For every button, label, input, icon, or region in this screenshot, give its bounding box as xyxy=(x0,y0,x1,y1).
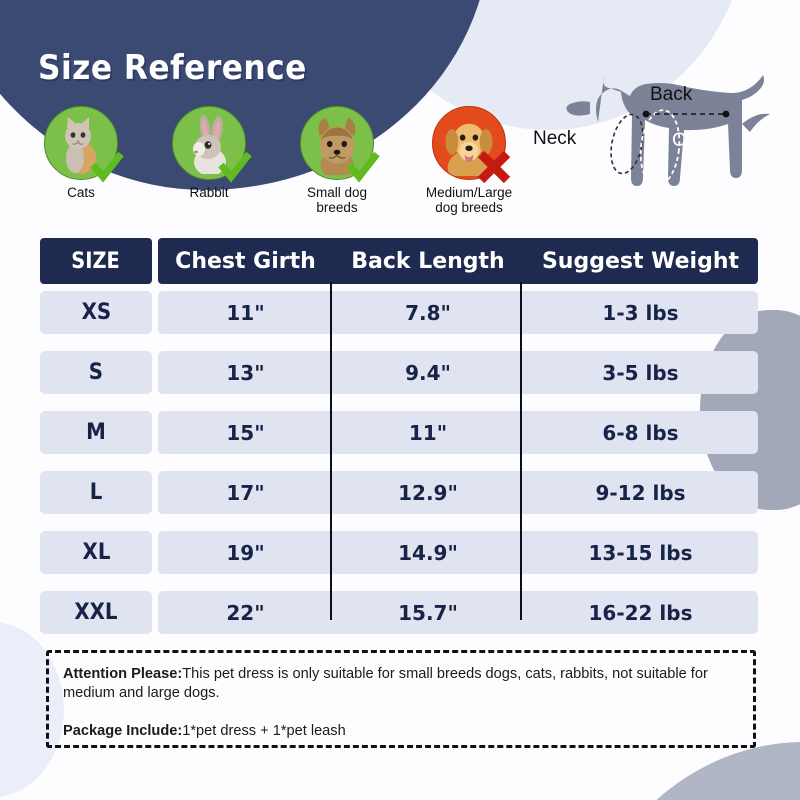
diagram-label-neck: Neck xyxy=(533,128,577,149)
back-measure-dot-start xyxy=(642,110,650,118)
cell-size: XL xyxy=(40,531,152,574)
attention-text: This pet dress is only suitable for smal… xyxy=(63,666,708,702)
cell-size-value: XS xyxy=(81,300,111,325)
cell-size-value: L xyxy=(89,480,103,505)
cell-size: S xyxy=(40,351,152,394)
pet-label-cats: Cats xyxy=(67,185,95,200)
yorkie-illustration-icon xyxy=(318,118,356,176)
cell-back-length: 11" xyxy=(408,420,448,445)
green-check-icon xyxy=(90,151,124,183)
cell-size: M xyxy=(40,411,152,454)
cell-chest-girth: 15" xyxy=(226,420,265,445)
suitable-pets-row: Cats xyxy=(34,106,554,236)
table-header-chest-girth-label: Chest Girth xyxy=(175,248,316,274)
column-divider-2 xyxy=(520,282,522,620)
cell-size-value: XXL xyxy=(74,600,118,625)
decorative-blob-bottom-right-gray xyxy=(560,742,800,800)
package-paragraph: Package Include:1*pet dress + 1*pet leas… xyxy=(63,722,739,741)
table-row: XS 11" 7.8" 1-3 lbs xyxy=(40,291,758,334)
attention-label: Attention Please: xyxy=(63,666,183,682)
cat-photo-icon xyxy=(44,106,124,183)
table-row: S 13" 9.4" 3-5 lbs xyxy=(40,351,758,394)
page-title: Size Reference xyxy=(38,48,307,88)
table-body: XS 11" 7.8" 1-3 lbs S xyxy=(40,282,758,634)
cell-back-length: 14.9" xyxy=(398,540,458,565)
cell-suggest-weight: 9-12 lbs xyxy=(595,480,686,505)
table-row: XXL 22" 15.7" 16-22 lbs xyxy=(40,591,758,634)
table-row: L 17" 12.9" 9-12 lbs xyxy=(40,471,758,514)
cell-back-length: 12.9" xyxy=(398,480,458,505)
table-header-size-label: SIZE xyxy=(71,248,121,274)
cell-size: XXL xyxy=(40,591,152,634)
pet-label-rabbit: Rabbit xyxy=(189,185,229,200)
table-header-suggest-weight-label: Suggest Weight xyxy=(541,248,740,274)
package-label: Package Include: xyxy=(63,722,183,739)
dog-measurement-diagram: Neck Back Chest xyxy=(520,52,800,237)
red-cross-icon xyxy=(477,150,511,184)
cell-suggest-weight: 16-22 lbs xyxy=(588,600,693,625)
column-divider-1 xyxy=(330,282,332,620)
table-row: M 15" 11" 6-8 lbs xyxy=(40,411,758,454)
table-header-chest-girth: Chest Girth xyxy=(158,249,333,274)
package-text: 1*pet dress + 1*pet leash xyxy=(182,722,346,739)
cell-size: XS xyxy=(40,291,152,334)
table-row: XL 19" 14.9" 13-15 lbs xyxy=(40,531,758,574)
cell-chest-girth: 19" xyxy=(226,540,265,565)
rabbit-illustration-icon xyxy=(193,115,226,175)
cell-chest-girth: 13" xyxy=(226,360,265,385)
cell-back-length: 7.8" xyxy=(405,300,451,325)
diagram-label-chest: Chest xyxy=(672,130,722,151)
rabbit-photo-icon xyxy=(172,106,252,183)
cell-back-length: 9.4" xyxy=(405,360,451,385)
pet-item-cats: Cats xyxy=(16,106,146,200)
cat-illustration-icon xyxy=(65,117,96,175)
pet-label-small-dog: Small dog breeds xyxy=(306,185,368,216)
cell-chest-girth: 22" xyxy=(226,600,265,625)
diagram-label-back: Back xyxy=(650,84,693,105)
cell-suggest-weight: 1-3 lbs xyxy=(602,300,679,325)
table-header-size: SIZE xyxy=(40,238,152,284)
table-header-row: SIZE Chest Girth Back Length Suggest Wei… xyxy=(40,238,758,284)
cell-size-value: S xyxy=(88,360,104,385)
table-header-suggest-weight: Suggest Weight xyxy=(523,249,758,274)
attention-note-box: Attention Please:This pet dress is only … xyxy=(46,650,756,748)
cell-chest-girth: 17" xyxy=(226,480,265,505)
pet-item-small-dog: Small dog breeds xyxy=(272,106,402,215)
chest-measure-line xyxy=(639,109,681,187)
cell-size: L xyxy=(40,471,152,514)
cell-size-value: XL xyxy=(82,540,110,565)
table-header-back-length-label: Back Length xyxy=(351,248,505,274)
size-table: SIZE Chest Girth Back Length Suggest Wei… xyxy=(40,238,758,651)
large-dog-photo-icon xyxy=(432,106,511,184)
cell-back-length: 15.7" xyxy=(398,600,458,625)
back-measure-dot-end xyxy=(722,110,730,118)
dog-silhouette-icon xyxy=(566,75,770,187)
cell-size-value: M xyxy=(86,420,106,445)
pet-item-rabbit: Rabbit xyxy=(144,106,274,200)
cell-suggest-weight: 13-15 lbs xyxy=(588,540,693,565)
green-check-icon xyxy=(346,151,380,183)
cell-suggest-weight: 3-5 lbs xyxy=(602,360,679,385)
table-header-back-length: Back Length xyxy=(333,249,523,274)
neck-measure-line xyxy=(610,113,644,175)
pet-item-medium-large-dog: Medium/Large dog breeds xyxy=(404,106,534,215)
green-check-icon xyxy=(218,151,252,183)
cell-suggest-weight: 6-8 lbs xyxy=(602,420,679,445)
cell-chest-girth: 11" xyxy=(226,300,265,325)
pet-label-medium-large-dog: Medium/Large dog breeds xyxy=(425,185,513,216)
attention-paragraph: Attention Please:This pet dress is only … xyxy=(63,665,739,704)
small-dog-photo-icon xyxy=(300,106,380,183)
